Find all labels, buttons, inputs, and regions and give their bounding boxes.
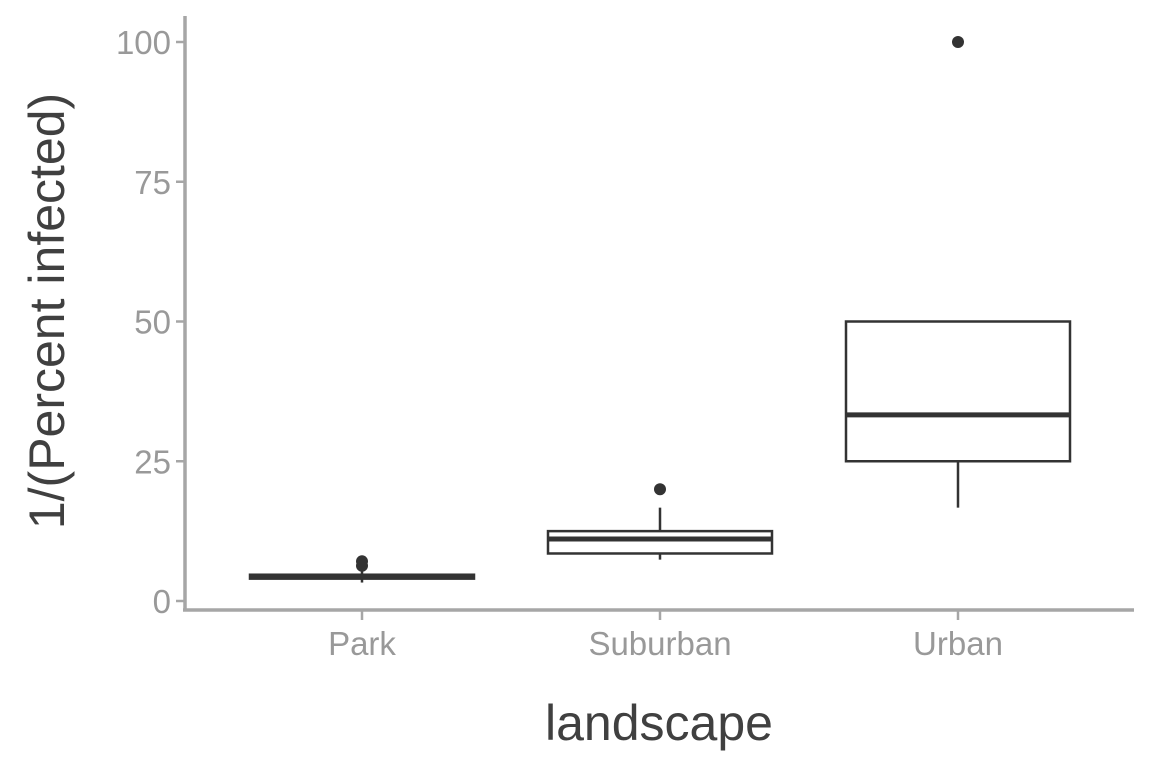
boxplot-suburban	[546, 483, 774, 560]
x-tick-label: Park	[328, 625, 396, 662]
x-axis-title: landscape	[545, 695, 773, 751]
iqr-box	[546, 529, 774, 555]
y-axis-title: 1/(Percent infected)	[19, 93, 75, 529]
y-tick-label: 50	[134, 304, 171, 341]
outlier-point	[654, 483, 666, 496]
x-axis: Park Suburban Urban	[328, 610, 1003, 662]
y-tick-label: 0	[153, 583, 171, 620]
plot-area	[248, 36, 1072, 583]
y-axis: 0 25 50 75 100	[116, 24, 185, 620]
boxplot-park	[248, 555, 476, 583]
boxplot-urban	[844, 36, 1072, 508]
outlier-point	[952, 36, 964, 48]
y-tick-label: 25	[134, 443, 171, 480]
x-tick-label: Urban	[913, 625, 1003, 662]
y-tick-label: 75	[134, 164, 171, 201]
outlier-point	[356, 555, 368, 568]
iqr-box	[844, 320, 1072, 463]
x-tick-label: Suburban	[588, 625, 731, 662]
y-tick-label: 100	[116, 24, 171, 61]
